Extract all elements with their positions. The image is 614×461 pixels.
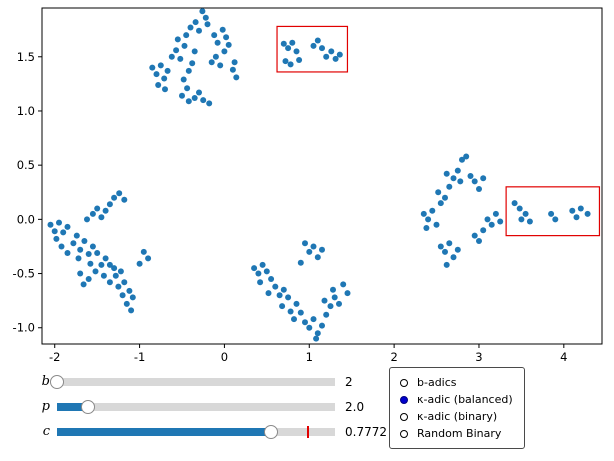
plot-area: -2 -1 0 1 2 3 4 -1.0 -0.5 0.0 0.5 1.0 1.5 [13, 7, 603, 364]
slider-b-value: 2 [345, 374, 353, 389]
slider-c-fill [57, 427, 272, 436]
slider-p-track[interactable] [57, 399, 335, 414]
slider-p-handle[interactable] [80, 399, 95, 414]
y-tick-label: 1.5 [17, 50, 35, 64]
slider-p-fill [57, 402, 88, 411]
y-tick-label: -0.5 [13, 267, 35, 281]
axes: -2 -1 0 1 2 3 4 -1.0 -0.5 0.0 0.5 1.0 1.5 [13, 7, 603, 364]
y-tick-label: 1.0 [17, 104, 35, 118]
y-tick-label: 0.5 [17, 158, 35, 172]
y-tick-label: 0.0 [17, 212, 35, 226]
legend-label: Random Binary [417, 427, 502, 440]
x-tick-label: 0 [221, 350, 228, 362]
x-tick-label: 3 [475, 350, 482, 362]
legend-label: κ-adic (balanced) [417, 393, 513, 406]
circle-marker-icon [400, 412, 408, 421]
highlight-box [505, 186, 601, 237]
scatter-plot-svg: -2 -1 0 1 2 3 4 -1.0 -0.5 0.0 0.5 1.0 1.5 [13, 7, 603, 364]
highlight-box [276, 25, 349, 73]
slider-p-value: 2.0 [345, 399, 365, 414]
legend-label: κ-adic (binary) [417, 410, 498, 423]
slider-c-init-marker [307, 425, 310, 438]
slider-row-b: b 2 [34, 369, 384, 394]
slider-c-handle[interactable] [264, 424, 279, 439]
slider-row-c: c 0.7772 [34, 419, 387, 444]
slider-c-track[interactable] [57, 424, 335, 439]
legend-item-random-binary: Random Binary [399, 425, 513, 442]
highlight-boxes [276, 25, 601, 237]
y-tick-label: -1.0 [13, 321, 35, 335]
circle-marker-icon [400, 395, 408, 404]
x-tick-label: -2 [49, 350, 60, 362]
slider-c-value: 0.7772 [345, 424, 387, 439]
legend-item-b-adics: b-adics [399, 374, 513, 391]
x-tick-label: 1 [306, 350, 313, 362]
slider-c-label: c [42, 424, 50, 439]
x-tick-label: 2 [390, 350, 397, 362]
legend-label: b-adics [417, 376, 457, 389]
circle-marker-icon [400, 429, 408, 438]
slider-panel: b 2 p 2.0 c 0.7772 [34, 369, 387, 444]
slider-b-track[interactable] [50, 374, 335, 389]
slider-row-p: p 2.0 [34, 394, 384, 419]
slider-b-handle[interactable] [50, 374, 64, 389]
scatter-points [47, 8, 591, 342]
x-tick-label: -1 [134, 350, 145, 362]
legend: b-adics κ-adic (balanced) κ-adic (binary… [389, 367, 525, 449]
slider-b-label: b [41, 374, 50, 389]
slider-p-label: p [41, 399, 50, 414]
circle-marker-icon [400, 378, 408, 387]
legend-item-kadic-balanced: κ-adic (balanced) [399, 391, 513, 408]
x-tick-label: 4 [560, 350, 567, 362]
legend-item-kadic-binary: κ-adic (binary) [399, 408, 513, 425]
